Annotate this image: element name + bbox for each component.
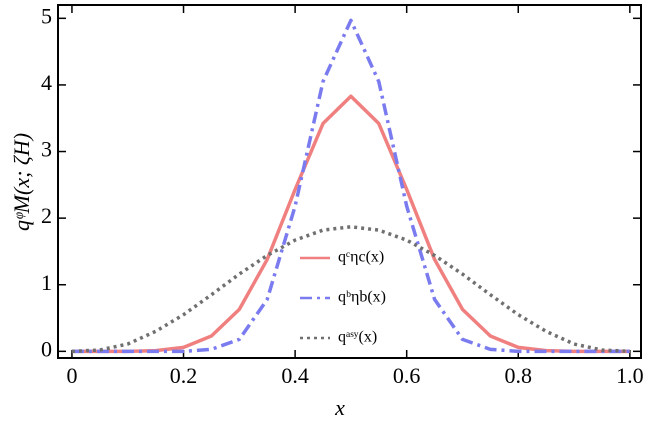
series-line [71,18,630,354]
x-tick-label: 0.4 [281,363,309,388]
x-tick-label: 1.0 [616,363,644,388]
plot-frame [57,4,642,359]
x-axis-label: x [334,395,345,420]
legend-label: qᶜηc(x) [338,249,384,266]
x-tick-label: 0.6 [393,363,421,388]
legend-label: qᵃˢʸ(x) [338,329,377,346]
y-tick-label: 4 [41,70,52,95]
y-tick-label: 1 [41,270,52,295]
legend-label: qᵇηb(x) [338,289,386,306]
y-tick-label: 3 [41,137,52,162]
series-line [71,94,630,354]
y-tick-label: 5 [41,3,52,28]
x-tick-label: 0 [66,363,77,388]
y-axis-label: qᵠM(x; ζH) [9,133,34,231]
y-tick-label: 2 [41,203,52,228]
series-line [71,225,630,354]
y-tick-label: 0 [41,336,52,361]
x-tick-label: 0.8 [505,363,533,388]
x-tick-label: 0.2 [170,363,198,388]
